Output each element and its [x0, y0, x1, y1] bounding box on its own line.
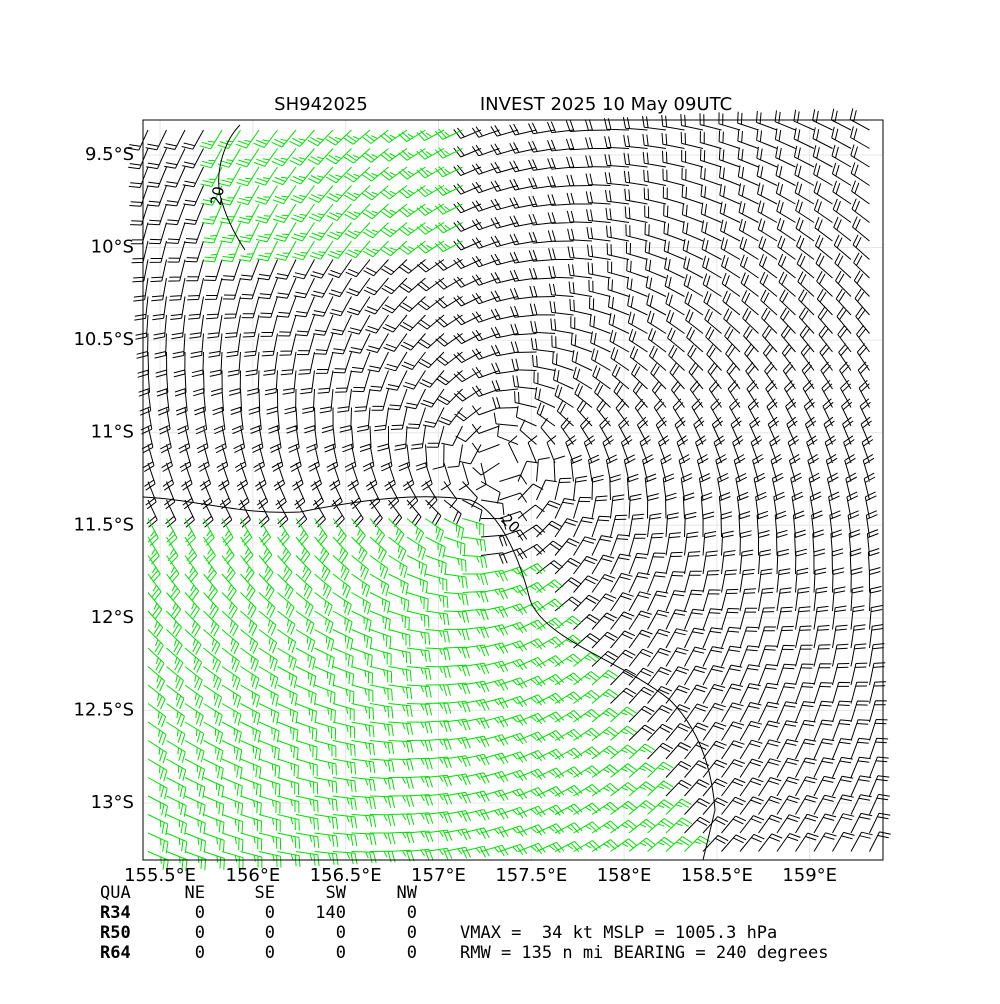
y-tick-label: 12°S — [91, 607, 134, 628]
title-left: SH942025 — [274, 94, 368, 115]
storm-info: RMW = 135 n mi BEARING = 240 degrees — [460, 943, 828, 963]
axes: 155.5°E 156°E 156.5°E 157°E 157.5°E 158°E 158.… — [73, 144, 837, 886]
table-cell: 0 — [195, 903, 205, 923]
x-tick-label: 158°E — [597, 865, 652, 886]
table-header: SE — [255, 883, 275, 903]
contour-line — [218, 124, 246, 251]
plot-frame — [142, 119, 884, 861]
x-tick-label: 156.5°E — [310, 865, 382, 886]
storm-info: VMAX = 34 kt MSLP = 1005.3 hPa — [460, 923, 777, 943]
table-cell: 0 — [195, 923, 205, 943]
table-cell: 0 — [265, 923, 275, 943]
table-cell: 0 — [265, 943, 275, 963]
table-cell: 0 — [265, 903, 275, 923]
table-cell: 0 — [336, 943, 346, 963]
table-header: QUA — [100, 883, 131, 903]
y-tick-label: 11°S — [91, 422, 134, 443]
x-tick-label: 159°E — [782, 865, 837, 886]
x-tick-label: 155.5°E — [124, 865, 196, 886]
title-right: INVEST 2025 10 May 09UTC — [480, 94, 732, 115]
contour-label: 20 — [207, 185, 228, 207]
table-cell: 0 — [407, 903, 417, 923]
table-cell: 0 — [195, 943, 205, 963]
y-tick-label: 10°S — [91, 237, 134, 258]
table-header: SW — [326, 883, 347, 903]
y-tick-label: 13°S — [91, 792, 134, 813]
wind-barbs-34kt — [147, 128, 711, 872]
y-tick-label: 11.5°S — [73, 514, 134, 535]
table-cell: 0 — [336, 923, 346, 943]
table-cell: R34 — [100, 903, 131, 923]
contour-line — [142, 496, 716, 861]
table-cell: R64 — [100, 943, 131, 963]
x-tick-label: 157.5°E — [495, 865, 567, 886]
wind-field — [127, 108, 891, 872]
table-header: NW — [397, 883, 418, 903]
y-tick-label: 10.5°S — [73, 329, 134, 350]
y-tick-label: 9.5°S — [85, 144, 134, 165]
table-cell: 0 — [407, 923, 417, 943]
table-cell: 0 — [407, 943, 417, 963]
x-tick-label: 158.5°E — [681, 865, 753, 886]
x-tick-label: 157°E — [411, 865, 466, 886]
table-header: NE — [185, 883, 205, 903]
y-tick-label: 12.5°S — [73, 699, 134, 720]
x-tick-label: 156°E — [226, 865, 281, 886]
table-cell: R50 — [100, 923, 131, 943]
table-cell: 140 — [315, 903, 346, 923]
